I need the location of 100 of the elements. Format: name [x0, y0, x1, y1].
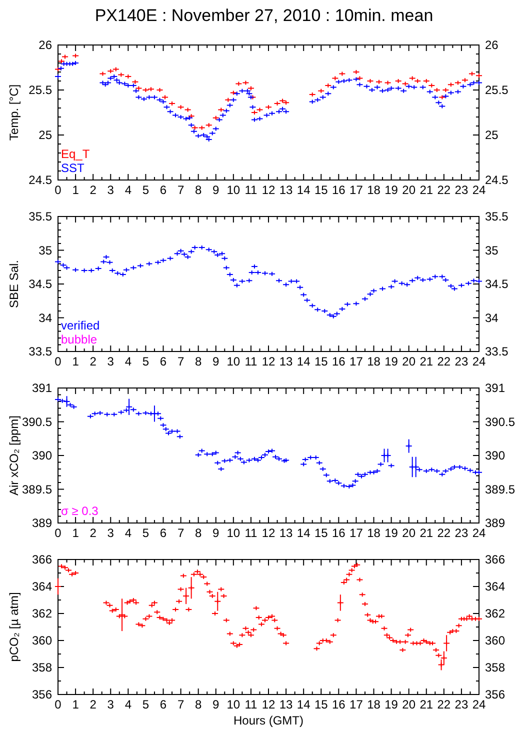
x-tick-label: 0 — [54, 354, 62, 368]
x-tick-label: 0 — [54, 526, 62, 540]
x-tick-label: 14 — [296, 183, 311, 197]
x-tick-label: 1 — [72, 526, 80, 540]
y2-tick-label: 24.5 — [485, 173, 509, 187]
x-tick-label: 3 — [107, 354, 114, 368]
y2-tick-label: 356 — [485, 688, 506, 702]
point — [184, 107, 192, 112]
x-tick-label: 11 — [244, 526, 258, 540]
x-tick-label: 17 — [350, 698, 364, 712]
x-tick-label: 12 — [262, 183, 276, 197]
point — [218, 107, 225, 112]
x-tick-label: 0 — [54, 183, 62, 197]
x-tick-label: 18 — [367, 698, 381, 712]
x-tick-label: 13 — [279, 526, 294, 540]
text: verified — [61, 318, 100, 332]
x-tick-label: 20 — [402, 526, 416, 540]
y-tick-label: 390 — [32, 448, 52, 462]
x-tick-label: 8 — [194, 526, 202, 540]
point — [279, 98, 286, 104]
legend-label: bubble — [61, 332, 98, 346]
x-tick-label: 2 — [90, 354, 97, 368]
x-tick-label: 6 — [160, 526, 167, 540]
y-tick-label: 25.5 — [28, 83, 52, 97]
y2-tick-label: 34 — [485, 310, 499, 325]
x-tick-label: 3 — [107, 698, 114, 712]
x-tick-label: 12 — [262, 354, 276, 368]
x-tick-label: 8 — [194, 183, 202, 197]
point — [447, 82, 454, 88]
y2-tick-label: 364 — [485, 580, 506, 594]
x-tick-label: 13 — [279, 183, 294, 197]
y-tick-label: 26 — [38, 38, 52, 52]
y-tick-label: 364 — [32, 580, 52, 594]
x-tick-label: 21 — [420, 698, 434, 712]
x-tick-label: 9 — [212, 698, 220, 712]
x-tick-label: 24 — [472, 183, 486, 197]
x-tick-label: 23 — [454, 526, 468, 540]
x-tick-label: 19 — [384, 698, 398, 712]
point — [356, 76, 364, 81]
x-tick-label: 5 — [142, 354, 150, 368]
x-tick-label: 24 — [472, 698, 486, 712]
point — [162, 94, 169, 100]
y2-tick-label: 25 — [485, 128, 499, 142]
x-tick-label: 0 — [54, 698, 62, 712]
y-axis-title: pCO₂ [µ atm] — [7, 592, 21, 662]
point — [177, 104, 184, 110]
x-tick-label: 7 — [177, 354, 184, 368]
point — [338, 71, 346, 76]
y-tick-label: 366 — [32, 552, 52, 566]
y2-tick-label: 390.5 — [485, 414, 516, 429]
point — [118, 72, 125, 78]
x-tick-label: 15 — [314, 183, 328, 197]
x-tick-label: 2 — [90, 698, 97, 712]
y2-tick-label: 26 — [485, 38, 499, 52]
x-tick-label: 6 — [160, 354, 167, 368]
x-tick-label: 14 — [296, 526, 311, 540]
y-axis-title: SBE Sal. — [7, 260, 21, 308]
point — [54, 66, 62, 72]
y2-tick-label: 360 — [485, 634, 506, 648]
x-tick-label: 15 — [314, 698, 328, 712]
x-tick-label: 22 — [437, 698, 451, 712]
point — [191, 125, 198, 130]
y2-tick-label: 389.5 — [485, 482, 516, 496]
point — [438, 94, 446, 100]
x-tick-label: 10 — [226, 526, 240, 540]
point — [376, 79, 383, 84]
chart-title: PX140E : November 27, 2010 : 10min. mean — [94, 6, 434, 25]
x-tick-label: 19 — [384, 526, 398, 540]
x-tick-label: 10 — [226, 354, 240, 368]
x-tick-label: 23 — [454, 354, 468, 368]
x-tick-label: 14 — [296, 698, 311, 712]
point — [247, 86, 254, 91]
text: Eq_T — [61, 147, 90, 161]
y2-tick-label: 366 — [485, 552, 506, 566]
y-tick-label: 35 — [38, 243, 52, 258]
x-tick-label: 22 — [437, 183, 451, 197]
x-tick-label: 16 — [332, 526, 346, 540]
y-tick-label: 34.5 — [28, 277, 52, 291]
x-tick-label: 6 — [160, 183, 167, 197]
x-tick-label: 9 — [212, 354, 220, 368]
x-tick-label: 9 — [212, 183, 220, 197]
x-tick-label: 8 — [194, 354, 202, 368]
y2-tick-label: 362 — [485, 606, 506, 620]
point — [58, 58, 66, 64]
x-tick-label: 5 — [142, 698, 150, 712]
x-tick-label: 10 — [226, 183, 240, 197]
x-tick-label: 19 — [384, 183, 398, 197]
point — [212, 115, 220, 120]
y2-tick-label: 34.5 — [485, 277, 509, 291]
y2-tick-label: 35 — [485, 243, 499, 258]
point — [256, 107, 264, 112]
x-tick-label: 17 — [350, 183, 364, 197]
x-tick-label: 18 — [367, 526, 381, 540]
x-tick-label: 8 — [194, 698, 202, 712]
point — [107, 68, 114, 74]
point — [282, 100, 290, 106]
x-tick-label: 3 — [107, 183, 114, 197]
x-tick-label: 23 — [454, 183, 468, 197]
y2-tick-label: 33.5 — [485, 344, 509, 358]
y-tick-label: 356 — [32, 688, 52, 702]
